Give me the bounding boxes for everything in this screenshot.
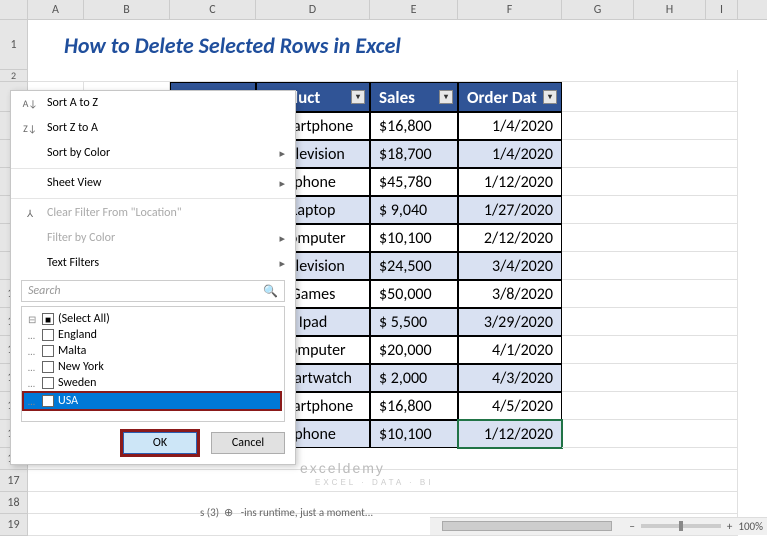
row-header-18[interactable]: 18 (0, 492, 28, 514)
filter-checkbox-item[interactable]: …New York (24, 359, 282, 375)
filter-search-input[interactable]: Search 🔍 (21, 280, 285, 302)
table-header-sales[interactable]: Sales ▾ (370, 82, 458, 112)
zoom-level: 100% (738, 520, 763, 533)
table-cell[interactable]: 4/3/2020 (458, 364, 562, 392)
clear-filter-icon: ⅄ (21, 207, 39, 220)
table-header-orderdate[interactable]: Order Dat ▾ (458, 82, 562, 112)
col-header-b[interactable]: B (84, 0, 170, 19)
checkbox-icon[interactable] (42, 377, 54, 389)
clear-filter-item: ⅄ Clear Filter From "Location" (11, 198, 295, 226)
filter-item-label: England (58, 328, 97, 342)
filter-checkbox-item[interactable]: …Sweden (24, 375, 282, 391)
checkbox-icon[interactable] (42, 345, 54, 357)
scrollbar-thumb[interactable] (442, 521, 612, 531)
chevron-right-icon: ▸ (279, 232, 285, 245)
column-header-row: A B C D E F G H I (0, 0, 767, 20)
col-header-f[interactable]: F (458, 0, 562, 19)
table-cell[interactable]: 1/12/2020 (458, 420, 562, 448)
page-title: How to Delete Selected Rows in Excel (34, 32, 401, 59)
sheet-view-item[interactable]: Sheet View ▸ (11, 168, 295, 196)
row-header-1[interactable]: 1 (0, 20, 28, 70)
table-cell[interactable]: 1/27/2020 (458, 196, 562, 224)
table-cell[interactable]: $45,780 (370, 168, 458, 196)
zoom-slider[interactable] (641, 524, 721, 528)
table-cell[interactable]: $16,800 (370, 112, 458, 140)
filter-checkbox-item[interactable]: …England (24, 327, 282, 343)
col-header-e[interactable]: E (370, 0, 458, 19)
ok-button[interactable]: OK (123, 432, 197, 454)
filter-item-label: USA (58, 394, 78, 408)
sort-az-item[interactable]: A↓ Sort A to Z (11, 91, 295, 116)
table-cell[interactable]: 3/29/2020 (458, 308, 562, 336)
table-cell[interactable]: 1/4/2020 (458, 140, 562, 168)
filter-item-label: New York (58, 360, 104, 374)
sort-za-item[interactable]: Z↓ Sort Z to A (11, 116, 295, 141)
table-cell[interactable]: $10,100 (370, 224, 458, 252)
table-cell[interactable]: $ 5,500 (370, 308, 458, 336)
filter-item-label: (Select All) (58, 312, 110, 326)
text-filters-item[interactable]: Text Filters ▸ (11, 251, 295, 276)
filter-checkbox-item[interactable]: …Malta (24, 343, 282, 359)
checkbox-icon[interactable]: ✓ (42, 395, 54, 407)
filter-checkbox-list[interactable]: ⊟■(Select All)…England…Malta…New York…Sw… (21, 306, 285, 422)
filter-item-label: Malta (58, 344, 86, 358)
table-cell[interactable]: 2/12/2020 (458, 224, 562, 252)
col-header-h[interactable]: H (634, 0, 706, 19)
filter-dropdown-icon[interactable]: ▾ (351, 90, 365, 104)
table-cell[interactable]: 4/1/2020 (458, 336, 562, 364)
table-cell[interactable]: 1/4/2020 (458, 112, 562, 140)
checkbox-icon[interactable] (42, 329, 54, 341)
row-header-2[interactable]: 2 (0, 70, 28, 82)
select-all-corner[interactable] (0, 0, 28, 19)
chevron-right-icon: ▸ (279, 257, 285, 270)
filter-checkbox-item[interactable]: …✓USA (22, 391, 282, 411)
zoom-in-icon[interactable]: + (727, 520, 732, 533)
autofilter-menu: A↓ Sort A to Z Z↓ Sort Z to A Sort by Co… (10, 90, 296, 465)
filter-by-color-item: Filter by Color ▸ (11, 226, 295, 251)
table-cell[interactable]: $20,000 (370, 336, 458, 364)
cancel-button[interactable]: Cancel (211, 432, 285, 454)
filter-checkbox-item[interactable]: ⊟■(Select All) (24, 311, 282, 327)
table-cell[interactable]: $ 9,040 (370, 196, 458, 224)
sort-za-icon: Z↓ (21, 122, 39, 135)
row-header-19[interactable]: 19 (0, 514, 28, 536)
filter-dropdown-icon[interactable]: ▾ (439, 90, 453, 104)
table-cell[interactable]: $ 2,000 (370, 364, 458, 392)
table-cell[interactable]: $16,800 (370, 392, 458, 420)
row-header-17[interactable]: 17 (0, 470, 28, 492)
chevron-right-icon: ▸ (279, 147, 285, 160)
checkbox-icon[interactable] (42, 361, 54, 373)
table-cell[interactable]: 1/12/2020 (458, 168, 562, 196)
search-icon: 🔍 (263, 284, 278, 299)
col-header-g[interactable]: G (562, 0, 634, 19)
table-cell[interactable]: $10,100 (370, 420, 458, 448)
col-header-c[interactable]: C (170, 0, 256, 19)
checkbox-icon[interactable]: ■ (42, 313, 54, 325)
zoom-control[interactable]: − + 100% (629, 517, 763, 535)
col-header-d[interactable]: D (256, 0, 370, 19)
filter-dropdown-icon[interactable]: ▾ (543, 90, 557, 104)
table-cell[interactable]: $24,500 (370, 252, 458, 280)
sort-by-color-item[interactable]: Sort by Color ▸ (11, 141, 295, 166)
sort-az-icon: A↓ (21, 97, 39, 110)
table-cell[interactable]: 3/4/2020 (458, 252, 562, 280)
status-bar-text: s (3) ⊕ -ins runtime, just a moment... (200, 506, 373, 519)
filter-item-label: Sweden (58, 376, 96, 390)
table-cell[interactable]: $18,700 (370, 140, 458, 168)
zoom-out-icon[interactable]: − (629, 520, 634, 533)
table-cell[interactable]: $50,000 (370, 280, 458, 308)
chevron-right-icon: ▸ (279, 177, 285, 190)
col-header-i[interactable]: I (706, 0, 738, 19)
table-cell[interactable]: 4/5/2020 (458, 392, 562, 420)
col-header-a[interactable]: A (28, 0, 84, 19)
table-cell[interactable]: 3/8/2020 (458, 280, 562, 308)
